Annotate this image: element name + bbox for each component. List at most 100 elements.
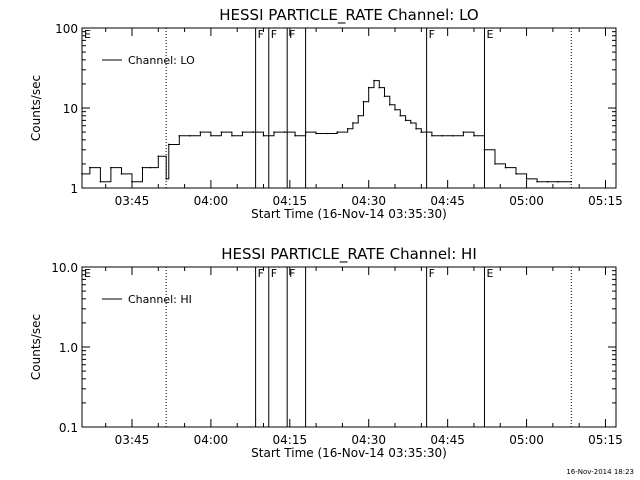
data-point — [315, 132, 317, 135]
event-marker-label: F — [289, 28, 295, 41]
plot-timestamp: 16-Nov-2014 18:23 — [566, 468, 634, 476]
data-point — [515, 173, 517, 175]
x-tick-label: 04:45 — [430, 194, 465, 208]
data-point — [394, 108, 396, 111]
x-tick-label: 05:15 — [588, 433, 623, 447]
event-marker-label: F — [429, 267, 435, 280]
data-point — [410, 122, 412, 124]
data-point — [304, 131, 307, 133]
data-point — [210, 134, 212, 137]
data-point — [546, 180, 549, 183]
x-tick-label: 04:45 — [430, 433, 465, 447]
legend-label: Channel: HI — [128, 293, 192, 306]
data-point — [131, 180, 133, 183]
data-point — [415, 127, 417, 130]
data-point — [141, 166, 144, 169]
data-point — [367, 86, 370, 89]
legend-label: Channel: LO — [128, 54, 195, 67]
data-point — [378, 86, 381, 89]
y-axis-label: Counts/sec — [29, 314, 43, 380]
data-point — [178, 134, 181, 137]
y-tick-label: 0.1 — [59, 421, 78, 435]
x-tick-label: 04:30 — [351, 433, 386, 447]
data-point — [157, 155, 160, 157]
event-marker-label: F — [429, 28, 435, 41]
y-tick-label: 10 — [63, 102, 78, 116]
chart-title: HESSI PARTICLE_RATE Channel: HI — [221, 245, 477, 264]
y-tick-label: 10.0 — [51, 261, 78, 275]
data-point — [346, 127, 349, 130]
data-point — [388, 103, 391, 106]
data-point — [149, 166, 152, 169]
data-point — [294, 134, 296, 137]
data-point — [325, 132, 328, 135]
y-axis-label: Counts/sec — [29, 75, 43, 141]
x-axis-label: Start Time (16-Nov-14 03:35:30) — [251, 207, 447, 221]
data-point — [89, 166, 91, 169]
x-tick-label: 05:00 — [509, 194, 544, 208]
data-point — [352, 122, 354, 124]
y-tick-label: 1.0 — [59, 341, 78, 355]
data-point — [420, 131, 423, 133]
data-point — [536, 180, 538, 183]
data-point — [383, 95, 386, 98]
data-point — [283, 131, 286, 133]
data-point — [81, 173, 83, 175]
data-point — [189, 134, 191, 137]
event-marker-label: E — [84, 267, 91, 280]
event-marker-label: E — [486, 28, 493, 41]
event-marker-label: E — [486, 267, 493, 280]
event-marker-label: F — [258, 267, 264, 280]
data-point — [273, 131, 275, 133]
data-point — [504, 166, 507, 169]
data-point — [120, 173, 123, 175]
data-point — [373, 79, 375, 82]
data-point — [362, 100, 365, 103]
data-point — [404, 119, 407, 122]
data-point — [399, 114, 402, 117]
chart-panel-0: HESSI PARTICLE_RATE Channel: LO Counts/se… — [29, 6, 623, 221]
data-point — [462, 131, 465, 133]
plot-frame — [81, 27, 617, 189]
data-point — [252, 131, 254, 133]
x-tick-label: 04:00 — [194, 433, 229, 447]
data-point — [336, 131, 338, 133]
data-point — [110, 166, 112, 169]
y-tick-label: 100 — [55, 22, 78, 36]
x-tick-label: 05:00 — [509, 433, 544, 447]
event-marker-label: F — [271, 267, 277, 280]
x-tick-label: 04:15 — [273, 433, 308, 447]
data-point — [168, 143, 170, 146]
data-point — [431, 134, 433, 137]
chart-title: HESSI PARTICLE_RATE Channel: LO — [219, 6, 478, 25]
event-marker-label: F — [258, 28, 264, 41]
x-tick-label: 04:15 — [273, 194, 308, 208]
data-point — [220, 131, 223, 133]
data-point — [525, 178, 528, 180]
data-point — [357, 114, 360, 117]
chart-panel-1: HESSI PARTICLE_RATE Channel: HI Counts/se… — [29, 245, 623, 460]
x-tick-label: 03:45 — [115, 433, 150, 447]
data-point — [483, 149, 486, 151]
data-point — [557, 180, 559, 183]
data-point — [262, 134, 265, 137]
data-point — [99, 180, 102, 183]
series-line — [82, 80, 572, 183]
data-point — [241, 131, 244, 133]
data-point — [494, 163, 496, 165]
event-marker-label: F — [289, 267, 295, 280]
event-marker-label: E — [84, 28, 91, 41]
plot-frame — [81, 266, 617, 428]
event-marker-label: F — [271, 28, 277, 41]
data-point — [452, 134, 454, 137]
x-tick-label: 04:30 — [351, 194, 386, 208]
data-point — [199, 131, 202, 133]
x-tick-label: 04:00 — [194, 194, 229, 208]
data-point — [441, 134, 444, 137]
data-point — [165, 178, 167, 180]
data-point — [473, 134, 475, 137]
data-point — [570, 180, 573, 183]
data-point — [231, 134, 233, 137]
x-axis-label: Start Time (16-Nov-14 03:35:30) — [251, 446, 447, 460]
